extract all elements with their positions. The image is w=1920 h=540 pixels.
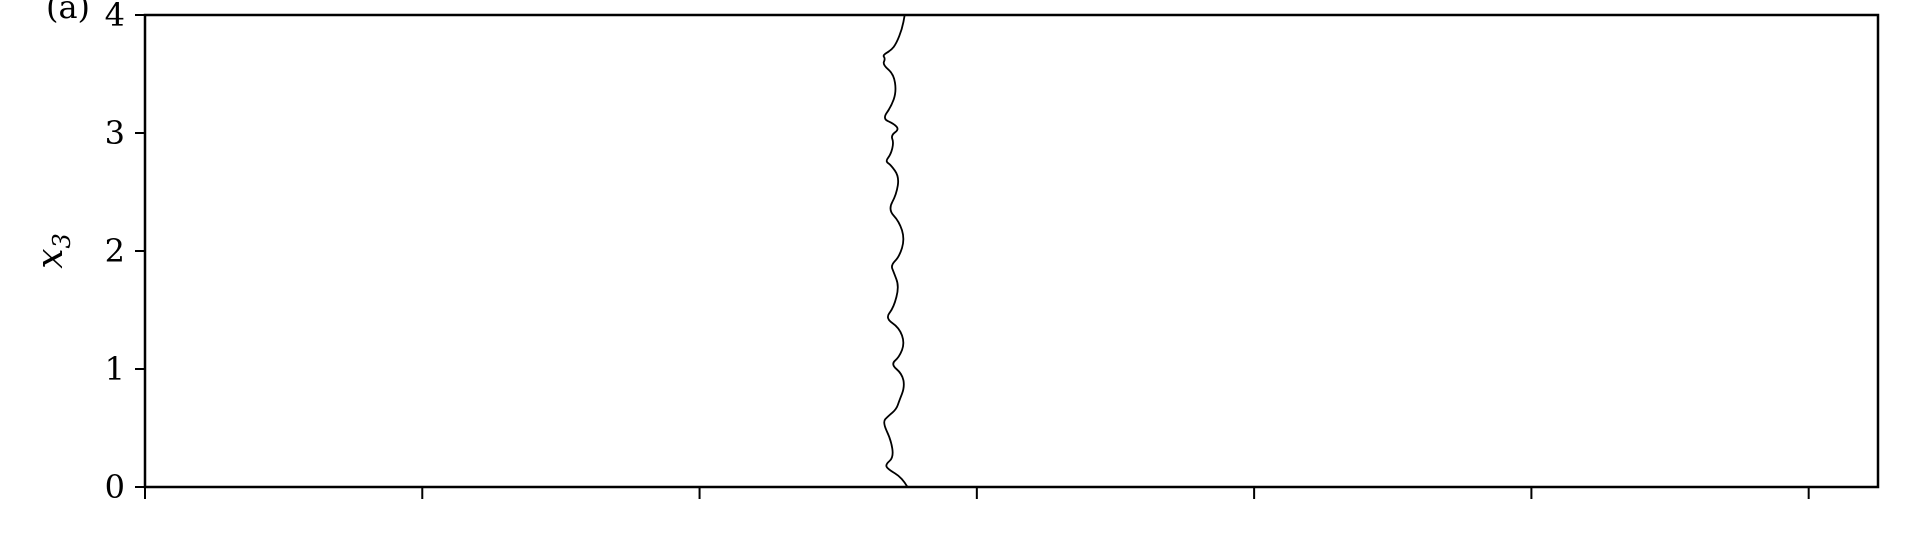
x-axis-ticks [144,487,1810,499]
y-axis-label-base: x [30,248,71,268]
y-tick-label: 4 [105,0,125,34]
y-tick-label: 0 [105,468,125,506]
plot-frame [143,13,1880,489]
y-tick-label: 1 [105,350,125,388]
y-axis-ticks: 0 1 2 3 4 [105,0,145,506]
y-axis-label: x3 [30,233,76,269]
y-tick-label: 2 [105,232,125,270]
y-tick-label: 3 [105,114,125,152]
panel-label: (a) [46,0,90,26]
y-axis-label-subscript: 3 [48,233,76,248]
series-line [882,14,909,488]
